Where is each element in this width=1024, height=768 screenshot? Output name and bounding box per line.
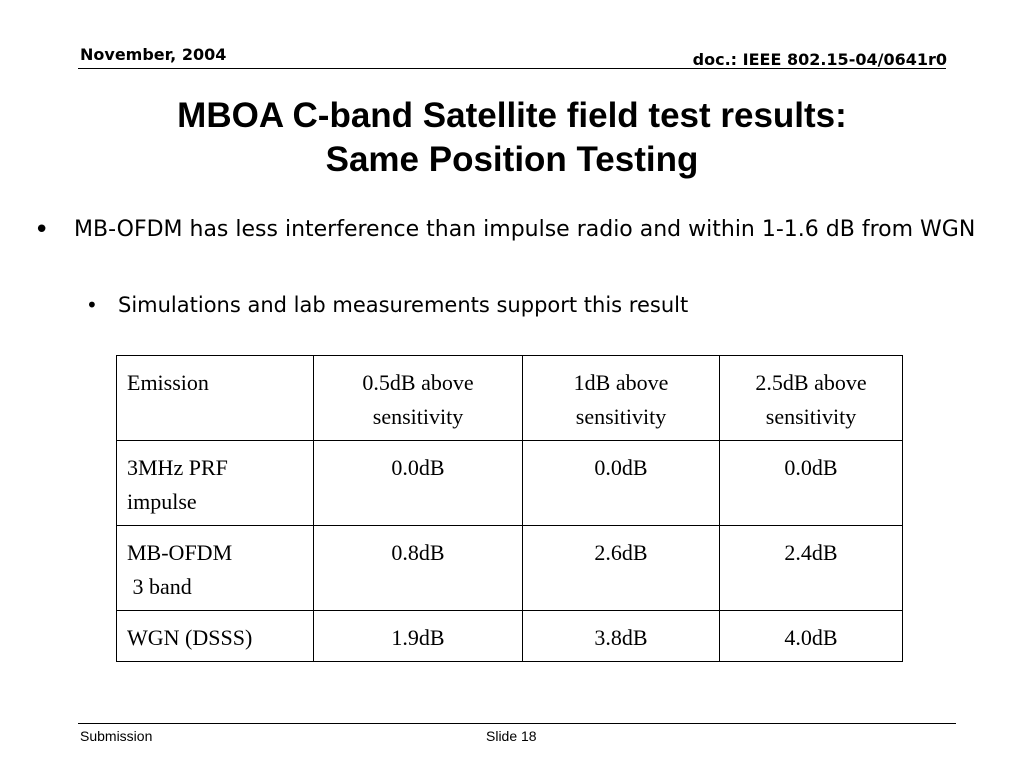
table-cell: 0.8dB	[313, 525, 523, 611]
header-divider	[78, 68, 946, 69]
table-cell: 2.4dB	[719, 525, 903, 611]
footer-submission: Submission	[80, 728, 153, 744]
header-doc-id: doc.: IEEE 802.15-04/0641r0	[692, 50, 947, 69]
footer-divider	[78, 723, 956, 724]
table-header-cell: Emission	[116, 355, 314, 441]
table-cell: 0.0dB	[313, 440, 523, 526]
table-cell: 0.0dB	[719, 440, 903, 526]
slide-title-line-2: Same Position Testing	[325, 140, 699, 179]
results-table: Emission 0.5dB above sensitivity 1dB abov…	[116, 355, 903, 662]
table-row: 3MHz PRF impulse 0.0dB 0.0dB 0.0dB	[116, 440, 903, 526]
slide-title-line-1: MBOA C-band Satellite field test results…	[177, 96, 847, 135]
footer-slide-number: Slide 18	[486, 728, 537, 744]
slide-title: MBOA C-band Satellite field test results…	[0, 94, 1024, 182]
table-cell: MB-OFDM 3 band	[116, 525, 314, 611]
table-row: MB-OFDM 3 band 0.8dB 2.6dB 2.4dB	[116, 525, 903, 611]
bullet-level-1-text: MB-OFDM has less interference than impul…	[74, 217, 976, 242]
table-cell: 0.0dB	[522, 440, 720, 526]
table-row: WGN (DSSS) 1.9dB 3.8dB 4.0dB	[116, 610, 903, 662]
table-header-cell: 2.5dB above sensitivity	[719, 355, 903, 441]
bullet-dot-icon: •	[34, 215, 50, 245]
table-cell: 4.0dB	[719, 610, 903, 662]
table-cell: 3MHz PRF impulse	[116, 440, 314, 526]
bullet-level-2-text: Simulations and lab measurements support…	[118, 293, 689, 317]
table-cell: WGN (DSSS)	[116, 610, 314, 662]
table-cell: 2.6dB	[522, 525, 720, 611]
table-header-cell: 0.5dB above sensitivity	[313, 355, 523, 441]
table-header-cell: 1dB above sensitivity	[522, 355, 720, 441]
table-header-row: Emission 0.5dB above sensitivity 1dB abov…	[116, 355, 903, 441]
table-cell: 3.8dB	[522, 610, 720, 662]
bullet-dot-icon: •	[86, 293, 98, 317]
table-cell: 1.9dB	[313, 610, 523, 662]
header-date: November, 2004	[80, 45, 227, 64]
